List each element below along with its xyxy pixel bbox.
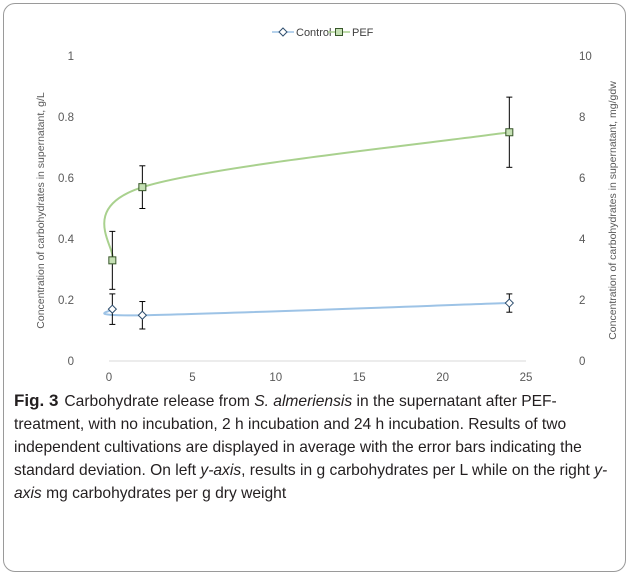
caption-axis-2: y-axis	[14, 462, 608, 502]
right-y-tick-label: 4	[579, 234, 586, 246]
x-tick-label: 20	[436, 372, 449, 384]
left-y-axis-title: Concentration of carbohydrates in supern…	[35, 92, 47, 329]
chart: 051015202500.20.40.60.810246810Incubatio…	[35, 27, 619, 384]
right-y-tick-label: 6	[579, 173, 585, 185]
data-point-pef	[108, 256, 117, 265]
data-point-control	[107, 304, 118, 314]
right-y-tick-label: 10	[579, 51, 592, 63]
left-y-tick-label: 0.6	[58, 173, 74, 185]
x-tick-label: 10	[269, 372, 282, 384]
left-y-tick-label: 0	[68, 356, 74, 368]
figure-label: Fig. 3	[14, 391, 59, 410]
caption-species: S. almeriensis	[254, 393, 353, 410]
left-y-tick-label: 1	[68, 51, 74, 63]
figure-frame: 051015202500.20.40.60.810246810Incubatio…	[3, 3, 626, 572]
caption-axis-1: y-axis	[200, 462, 242, 479]
x-tick-label: 5	[189, 372, 195, 384]
right-y-axis-title: Concentration of carbohydrates in supern…	[607, 81, 619, 340]
legend-marker-square	[335, 28, 343, 36]
data-point-pef	[505, 128, 514, 137]
legend-marker-diamond	[278, 27, 288, 37]
caption-text-3: , results in g carbohydrates per L while…	[241, 462, 590, 479]
data-point-control	[504, 298, 515, 308]
caption-text-1: Carbohydrate release from	[64, 393, 250, 410]
data-point-control	[137, 310, 148, 320]
left-y-tick-label: 0.2	[58, 295, 74, 307]
left-y-tick-label: 0.8	[58, 112, 74, 124]
right-y-tick-label: 2	[579, 295, 585, 307]
caption-text-2: in the supernatant after PEF- treatment,…	[14, 393, 582, 479]
x-tick-label: 25	[520, 372, 533, 384]
legend-label: Control	[296, 27, 331, 39]
figure-caption: Fig. 3 Carbohydrate release from S. almer…	[14, 389, 614, 505]
x-tick-label: 0	[106, 372, 112, 384]
right-y-tick-label: 8	[579, 112, 585, 124]
x-tick-label: 15	[353, 372, 366, 384]
legend-label: PEF	[352, 27, 374, 39]
series-line-pef	[103, 131, 510, 261]
caption-text-4: mg carbohydrates per g dry weight	[46, 485, 287, 502]
data-point-pef	[138, 183, 147, 192]
right-y-tick-label: 0	[579, 356, 585, 368]
left-y-tick-label: 0.4	[58, 234, 75, 246]
series-line-control	[103, 302, 510, 317]
